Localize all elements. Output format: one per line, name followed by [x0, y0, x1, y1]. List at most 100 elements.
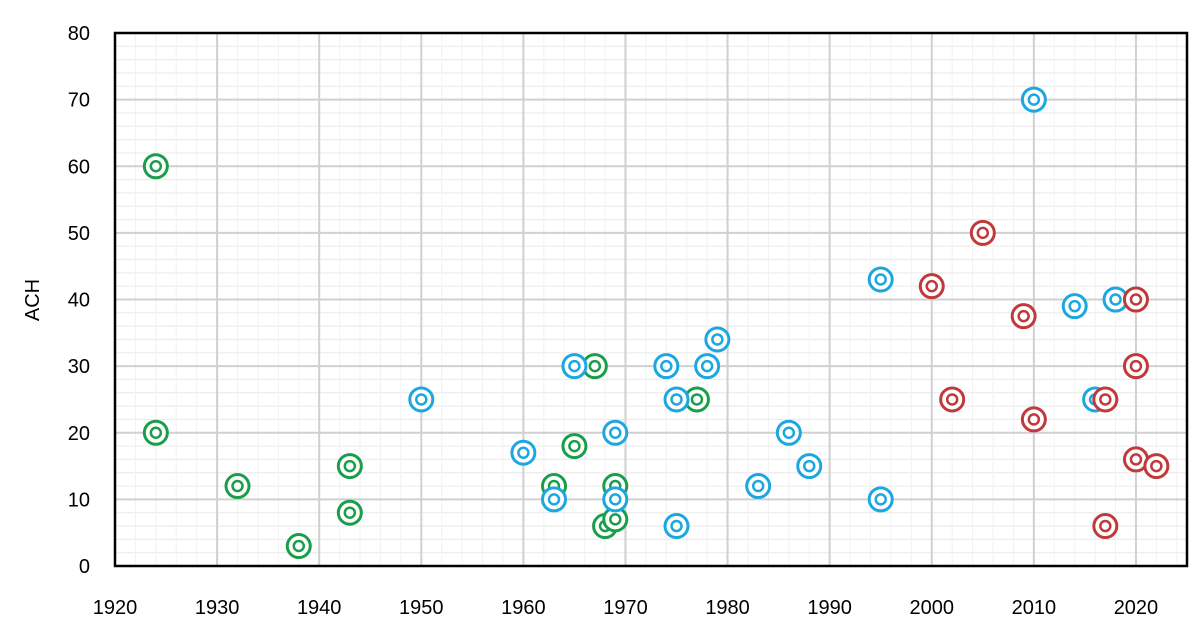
x-axis-tick-labels: 1920 1930 1940 1950 1960 1970 1980 1990 2000 2010… [93, 597, 1158, 619]
marker-inner-ring [609, 426, 622, 439]
series-2-points [408, 86, 1129, 540]
x-tick-label: 1920 [93, 597, 138, 619]
marker-inner-ring [343, 506, 357, 519]
y-tick-label: 10 [68, 489, 90, 511]
x-tick-label: 1930 [195, 597, 240, 619]
data-point [1122, 353, 1149, 380]
marker-inner-ring [1129, 293, 1143, 306]
marker-inner-ring [568, 359, 581, 373]
data-point [561, 353, 588, 380]
y-tick-label: 70 [68, 90, 90, 112]
marker-inner-ring [711, 333, 724, 346]
marker-inner-ring [976, 226, 990, 240]
marker-inner-ring [149, 160, 163, 173]
y-tick-label: 60 [68, 156, 90, 178]
data-point [336, 453, 363, 480]
y-tick-label: 80 [68, 23, 90, 45]
data-point [1102, 286, 1129, 313]
data-point [1143, 453, 1170, 480]
data-point [602, 506, 629, 533]
y-tick-label: 30 [68, 356, 90, 378]
marker-inner-ring [670, 519, 683, 533]
marker-inner-ring [1068, 299, 1081, 313]
minor-gridlines [115, 33, 1187, 566]
marker-inner-ring [1129, 359, 1143, 373]
data-point [796, 453, 823, 480]
marker-inner-ring [660, 359, 673, 373]
x-tick-label: 1950 [399, 597, 444, 619]
marker-inner-ring [609, 493, 622, 506]
data-point [918, 273, 945, 300]
data-point [142, 419, 169, 446]
marker-inner-ring [588, 359, 602, 373]
y-tick-label: 50 [68, 223, 90, 245]
data-point [694, 353, 721, 380]
x-tick-label: 1960 [501, 597, 546, 619]
marker-inner-ring [149, 426, 163, 439]
marker-inner-ring [547, 493, 561, 506]
data-points [142, 86, 1170, 560]
y-tick-label: 20 [68, 423, 90, 445]
marker-inner-ring [343, 459, 357, 473]
data-point [939, 386, 966, 413]
marker-inner-ring [1129, 453, 1143, 466]
x-tick-label: 1970 [603, 597, 648, 619]
marker-inner-ring [700, 359, 714, 373]
marker-inner-ring [1027, 413, 1041, 426]
y-tick-label: 0 [79, 556, 90, 578]
data-point [602, 486, 629, 513]
marker-inner-ring [231, 479, 244, 493]
data-point [541, 486, 568, 513]
data-point [1092, 513, 1119, 540]
x-tick-label: 2000 [910, 597, 955, 619]
data-point [867, 486, 894, 513]
data-point [663, 513, 690, 540]
data-point [1092, 386, 1119, 413]
marker-inner-ring [1017, 309, 1030, 323]
x-tick-label: 1980 [705, 597, 750, 619]
marker-inner-ring [1109, 293, 1122, 306]
data-point [663, 386, 690, 413]
marker-inner-ring [609, 513, 622, 526]
marker-inner-ring [517, 446, 530, 459]
data-point [602, 419, 629, 446]
data-point [561, 433, 588, 460]
data-point [1122, 286, 1149, 313]
y-axis-tick-labels: 0 10 20 30 40 50 60 70 80 [68, 23, 90, 578]
marker-inner-ring [690, 393, 704, 406]
x-tick-label: 2020 [1114, 597, 1159, 619]
marker-inner-ring [874, 273, 887, 286]
data-point [867, 266, 894, 293]
marker-inner-ring [568, 439, 581, 453]
data-point [653, 353, 680, 380]
data-point [775, 419, 802, 446]
x-tick-label: 1990 [807, 597, 852, 619]
marker-inner-ring [925, 279, 939, 293]
marker-inner-ring [945, 393, 959, 406]
marker-inner-ring [1027, 93, 1041, 106]
data-point [745, 473, 772, 500]
x-tick-label: 1940 [297, 597, 342, 619]
marker-inner-ring [415, 393, 428, 406]
data-point [336, 499, 363, 526]
x-tick-label: 2010 [1012, 597, 1057, 619]
data-point [1122, 446, 1149, 473]
marker-inner-ring [874, 493, 887, 506]
series-3-points [918, 219, 1170, 540]
marker-inner-ring [1099, 393, 1112, 406]
data-point [1061, 293, 1088, 320]
marker-inner-ring [751, 479, 765, 493]
data-point [1010, 303, 1037, 330]
marker-inner-ring [802, 459, 816, 473]
marker-inner-ring [782, 426, 796, 439]
data-point [1020, 86, 1047, 113]
data-point [704, 326, 731, 353]
y-axis-title: ACH [22, 279, 44, 321]
data-point [224, 473, 251, 500]
y-tick-label: 40 [68, 290, 90, 312]
data-point [969, 219, 996, 246]
marker-inner-ring [292, 539, 306, 553]
marker-inner-ring [1150, 459, 1163, 473]
marker-inner-ring [1099, 519, 1112, 533]
